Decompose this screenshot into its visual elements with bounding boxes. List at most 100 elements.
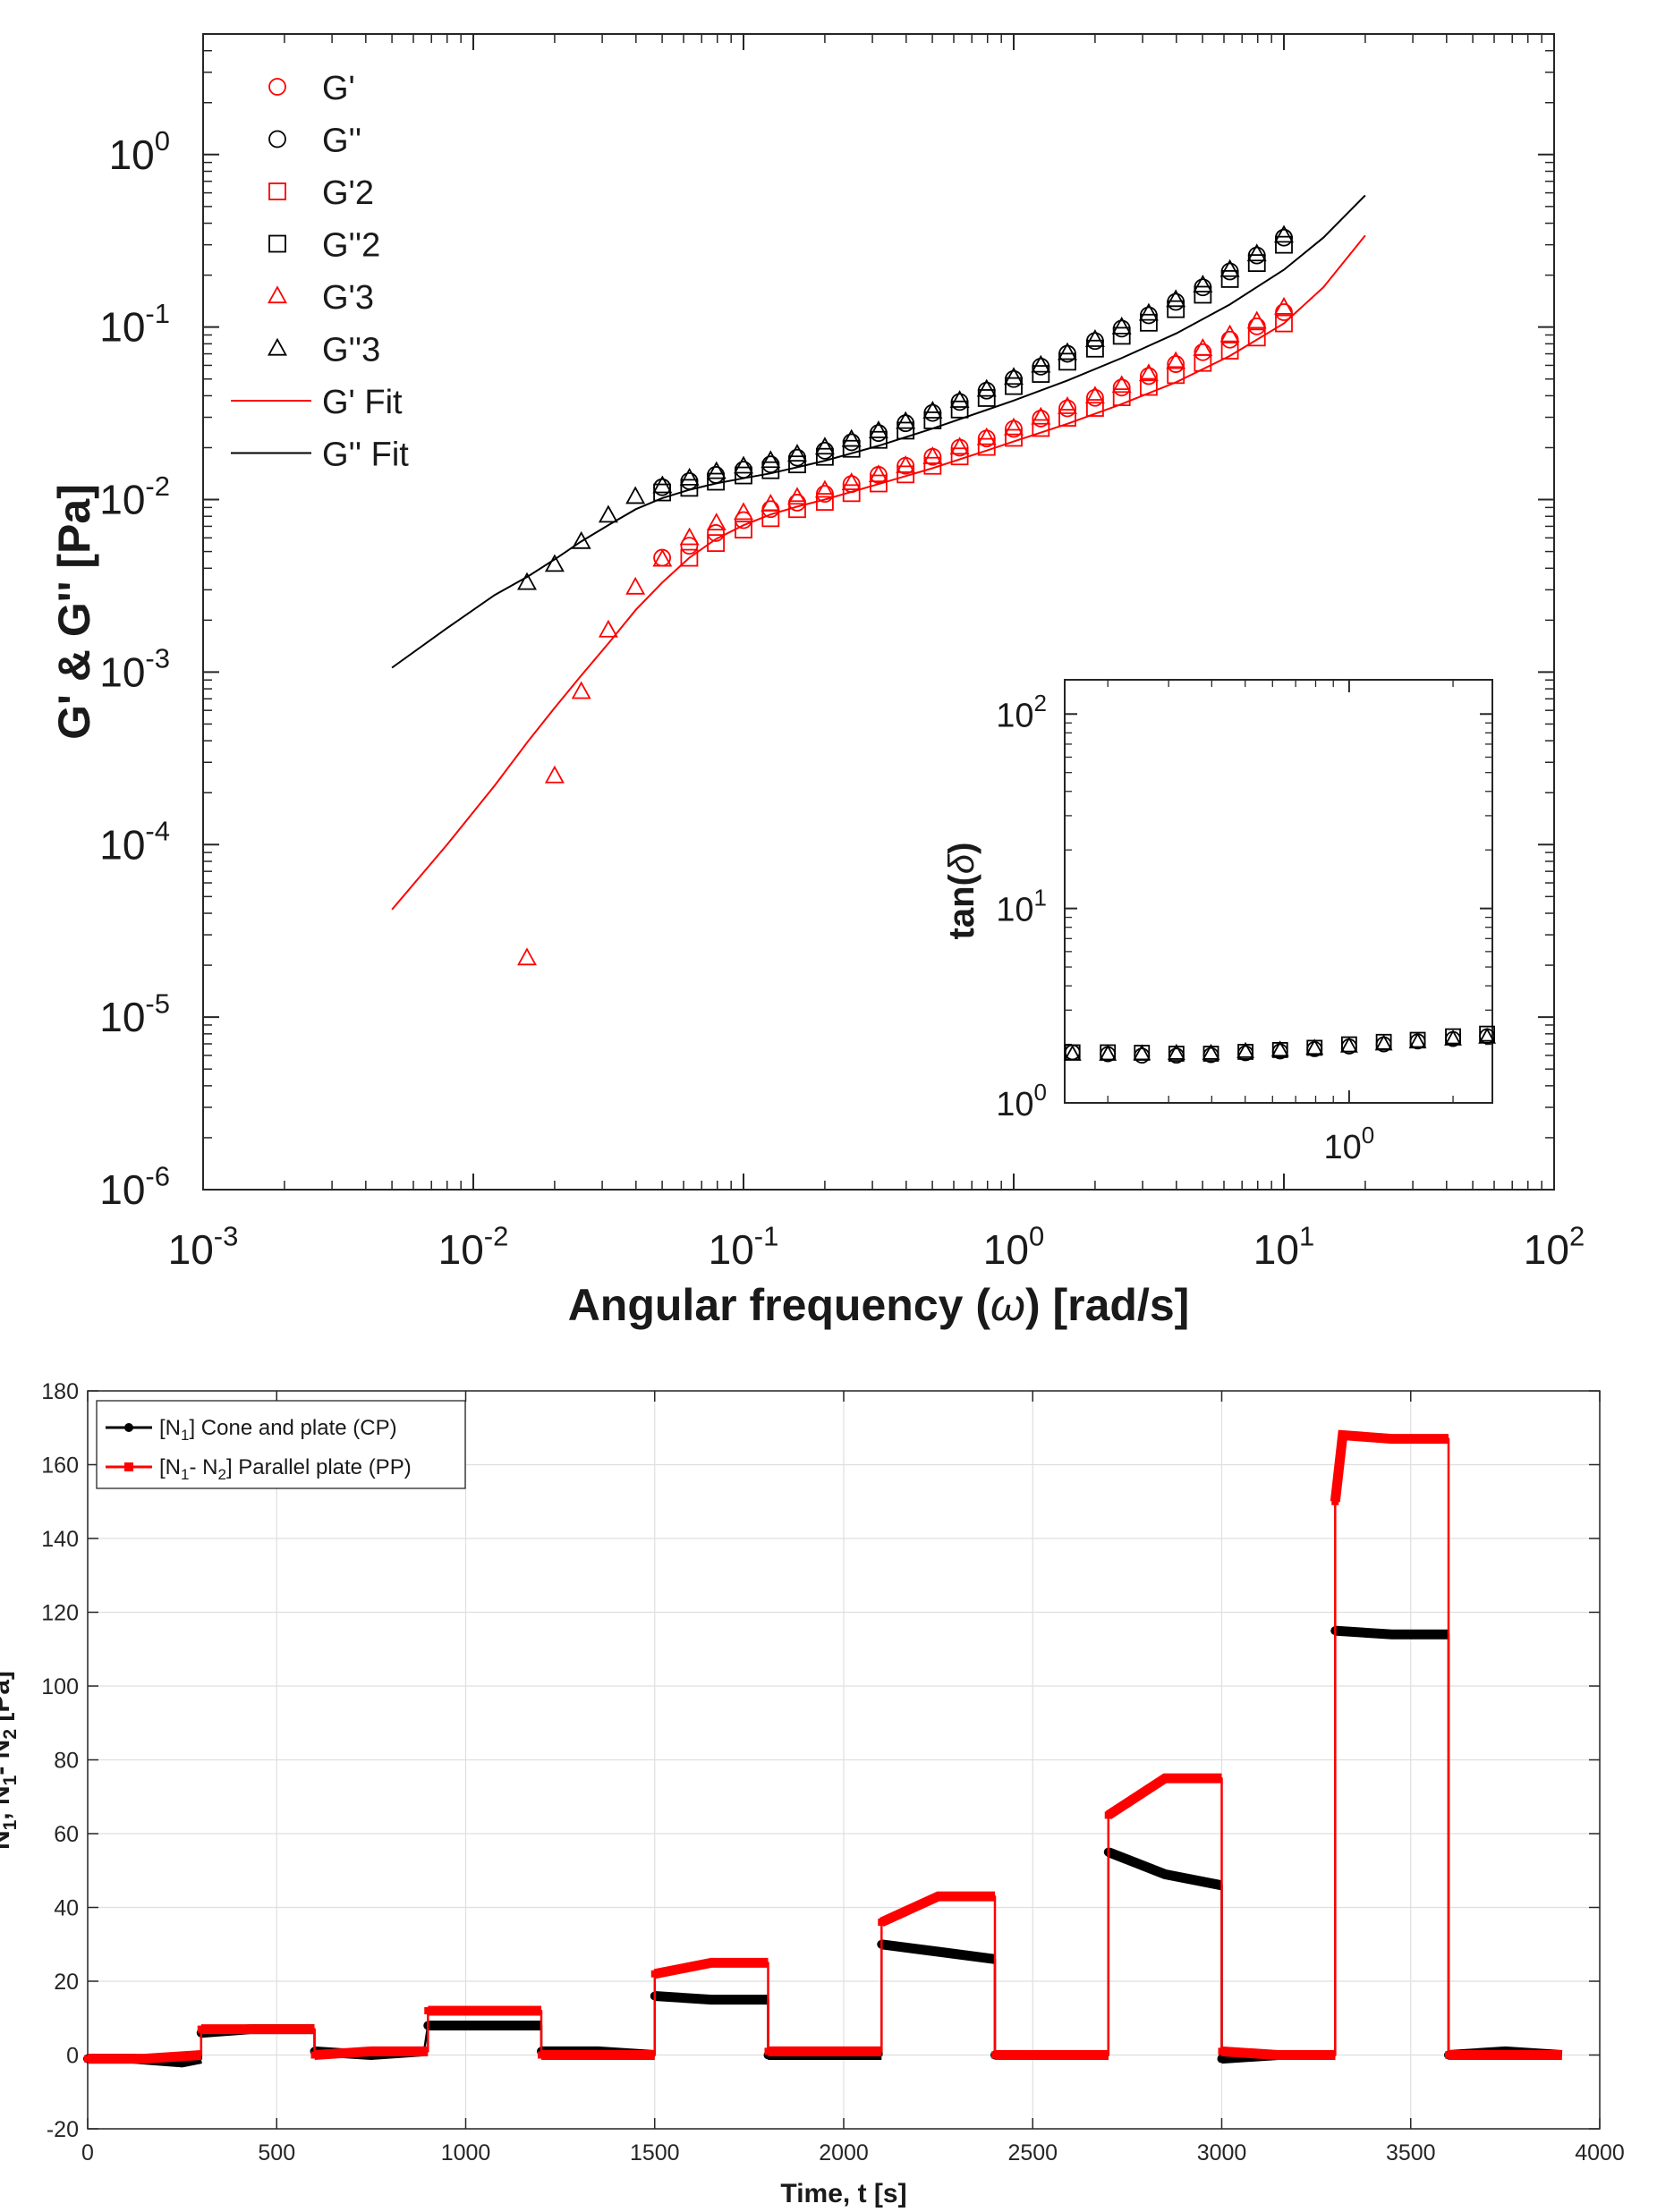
top-point-series-2: [707, 534, 725, 553]
bottom-x-tick-labels: 0 500 1000 1500 2000 2500 3000 3500 4000: [81, 2140, 1625, 2165]
inset-point-series-2: [1408, 1032, 1427, 1049]
top-x-tick-label: 10-3: [168, 1220, 239, 1273]
top-point-series-4: [1084, 386, 1105, 404]
top-point-series-3: [842, 439, 861, 458]
top-point-series-0: [1140, 367, 1158, 386]
top-point-series-5: [1084, 329, 1105, 347]
bottom-y-tick-label: 180: [41, 1379, 79, 1404]
top-point-series-5: [976, 378, 997, 397]
inset-point-series-2: [1063, 1044, 1082, 1061]
top-point-series-2: [1005, 428, 1023, 447]
bottom-point: [538, 2051, 545, 2059]
legend-marker-swatch: [268, 78, 286, 96]
inset-major-ticks: [1065, 680, 1492, 1104]
bottom-x-tick-label: 4000: [1575, 2140, 1625, 2165]
top-point-series-4: [787, 487, 807, 505]
bottom-plateau-markers: [88, 2050, 202, 2064]
top-point-series-2: [1058, 409, 1076, 427]
top-x-tick-label: 101: [1253, 1220, 1314, 1273]
top-y-tick-label: 10-5: [99, 987, 170, 1040]
top-y-tick-label: 10-3: [99, 643, 170, 696]
bottom-x-tick-label: 2000: [819, 2140, 869, 2165]
legend-marker-swatch: [268, 234, 286, 253]
top-point-series-5: [761, 450, 781, 469]
bottom-y-tick-label: 140: [41, 1527, 79, 1552]
inset-y-tick-label: 100: [996, 1079, 1047, 1123]
top-point-series-3: [977, 389, 996, 407]
top-point-series-5: [787, 444, 807, 462]
top-legend-entry: G'' Fit: [231, 436, 409, 474]
top-legend-entry: G': [268, 70, 355, 107]
top-point-series-4: [652, 548, 673, 567]
top-point-series-2: [1140, 377, 1158, 396]
bottom-plateau-markers: [1221, 2046, 1336, 2060]
top-point-series-3: [1112, 326, 1131, 345]
bottom-point: [424, 2007, 432, 2014]
inset-point-series-2: [1374, 1034, 1393, 1051]
top-point-series-3: [1140, 313, 1158, 332]
top-point-series-0: [1058, 399, 1076, 418]
bottom-point: [1104, 1811, 1112, 1819]
top-legend-label: G' Fit: [322, 384, 403, 421]
top-point-series-2: [842, 484, 861, 503]
top-point-series-2: [735, 521, 752, 538]
top-point-series-5: [841, 428, 862, 447]
top-point-series-2: [680, 548, 699, 567]
bottom-point: [991, 2051, 998, 2059]
top-point-series-0: [1167, 355, 1185, 373]
top-point-series-2: [1032, 419, 1050, 437]
bottom-x-tick-label: 500: [258, 2140, 295, 2165]
bottom-series: [83, 1429, 1563, 2068]
top-point-series-0: [842, 475, 861, 494]
top-point-series-5: [598, 504, 618, 523]
top-point-series-0: [735, 511, 752, 530]
top-legend-entry: G'3: [268, 279, 374, 317]
bottom-y-tick-labels: -20 0 20 40 60 80 100 120 140 160 180: [41, 1379, 79, 2142]
top-point-series-4: [598, 619, 618, 638]
bottom-y-tick-label: 20: [54, 1970, 79, 1995]
top-point-series-3: [1032, 365, 1050, 383]
top-point-series-5: [1246, 243, 1267, 262]
bottom-plateau-markers: [880, 1939, 996, 1964]
top-point-series-3: [1194, 285, 1212, 304]
top-point-series-2: [1086, 399, 1104, 417]
inset-point-series-2: [1339, 1036, 1358, 1053]
top-point-series-2: [1112, 388, 1131, 407]
legend-label-pp: [N1- N2] Parallel plate (PP): [159, 1455, 412, 1483]
top-point-series-3: [870, 430, 888, 449]
top-point-series-0: [1086, 388, 1104, 407]
top-point-series-4: [761, 493, 781, 512]
top-point-series-4: [841, 472, 862, 490]
fit-line-7: [391, 194, 1366, 669]
legend-marker-swatch: [268, 130, 286, 148]
top-point-series-5: [949, 390, 970, 408]
top-minor-ticks: [203, 34, 1554, 1190]
top-x-tick-label: 10-2: [438, 1220, 509, 1273]
top-point-series-5: [1031, 354, 1051, 373]
top-point-series-2: [1167, 366, 1185, 385]
top-x-tick-labels: 10-3 10-2 10-1 100 101 102: [168, 1220, 1585, 1273]
bottom-ticks: [87, 1390, 1601, 2130]
bottom-plateau-markers: [314, 2046, 429, 2060]
top-x-tick-label: 102: [1524, 1220, 1585, 1273]
bottom-legend-box: [96, 1400, 466, 1489]
bottom-y-tick-label: -20: [47, 2117, 79, 2142]
top-point-series-5: [1058, 342, 1077, 360]
top-point-series-2: [788, 500, 806, 519]
top-point-series-4: [1219, 324, 1240, 343]
top-point-series-4: [517, 947, 537, 966]
top-point-series-4: [571, 681, 591, 699]
top-point-series-4: [1193, 338, 1213, 356]
bottom-y-tick-label: 80: [54, 1749, 79, 1774]
top-point-series-5: [734, 455, 753, 474]
top-point-series-3: [816, 447, 834, 466]
top-point-series-5: [1004, 367, 1024, 386]
top-point-series-3: [680, 479, 699, 497]
top-point-series-5: [1193, 275, 1213, 292]
top-data-markers: [517, 225, 1294, 966]
top-point-series-3: [707, 472, 725, 491]
top-legend-label: G'3: [322, 279, 374, 317]
legend-marker-cp: [124, 1423, 133, 1432]
top-point-series-3: [1167, 300, 1185, 318]
inset-y-axis-label: tan(δ): [942, 843, 981, 940]
